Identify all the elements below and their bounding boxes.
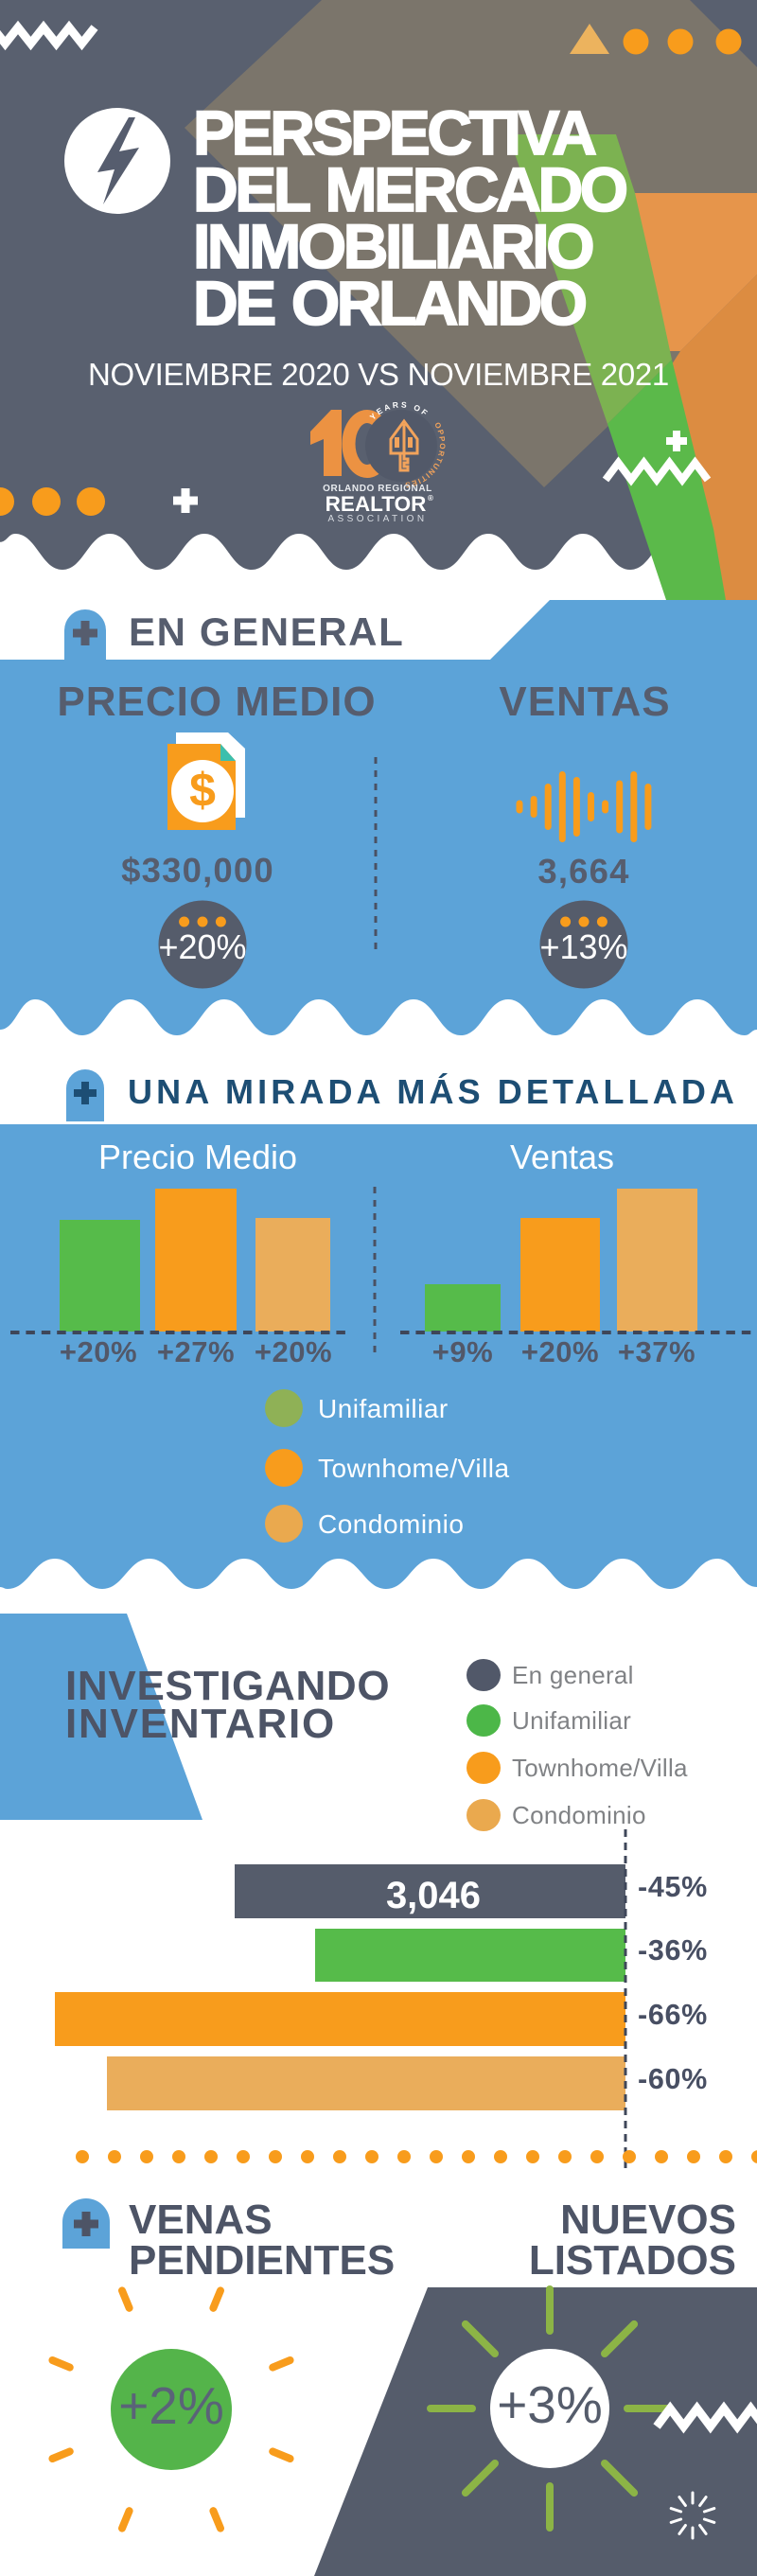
svg-text:3,664: 3,664 <box>537 852 629 891</box>
svg-text:PRECIO MEDIO: PRECIO MEDIO <box>57 679 376 725</box>
svg-text:+2%: +2% <box>118 2376 224 2435</box>
svg-text:$330,000: $330,000 <box>121 851 274 890</box>
svg-text:LISTADOS: LISTADOS <box>529 2237 736 2284</box>
svg-text:+27%: +27% <box>157 1335 235 1368</box>
svg-text:PENDIENTES: PENDIENTES <box>129 2237 395 2284</box>
svg-text:-45%: -45% <box>638 1871 708 1903</box>
svg-text:Precio Medio: Precio Medio <box>98 1138 297 1176</box>
svg-text:+20%: +20% <box>60 1335 137 1368</box>
svg-text:INMOBILIARIO: INMOBILIARIO <box>193 211 592 281</box>
svg-text:3,046: 3,046 <box>386 1875 481 1916</box>
svg-text:VENTAS: VENTAS <box>499 679 670 725</box>
svg-text:-36%: -36% <box>638 1934 708 1967</box>
svg-text:Unifamiliar: Unifamiliar <box>512 1706 631 1735</box>
svg-text:Condominio: Condominio <box>512 1801 646 1829</box>
svg-text:+20%: +20% <box>158 927 246 966</box>
svg-text:+37%: +37% <box>618 1335 695 1368</box>
svg-text:+20%: +20% <box>255 1335 332 1368</box>
svg-text:En general: En general <box>512 1661 634 1689</box>
svg-text:NOVIEMBRE 2020 VS NOVIEMBRE 20: NOVIEMBRE 2020 VS NOVIEMBRE 2021 <box>88 357 669 392</box>
svg-text:+13%: +13% <box>539 927 627 966</box>
svg-text:VENAS: VENAS <box>129 2197 273 2243</box>
svg-text:®: ® <box>428 494 433 503</box>
svg-text:NUEVOS: NUEVOS <box>560 2197 736 2243</box>
svg-text:$: $ <box>189 764 216 817</box>
svg-text:+3%: +3% <box>497 2375 603 2434</box>
svg-text:-66%: -66% <box>638 1999 708 2031</box>
svg-text:Unifamiliar: Unifamiliar <box>318 1394 449 1423</box>
svg-text:ORLANDO REGIONAL: ORLANDO REGIONAL <box>323 484 432 494</box>
svg-text:EN GENERAL: EN GENERAL <box>129 609 404 654</box>
svg-text:INVESTIGANDO: INVESTIGANDO <box>65 1663 390 1709</box>
svg-text:+20%: +20% <box>521 1335 599 1368</box>
svg-text:Condominio: Condominio <box>318 1509 464 1539</box>
svg-text:-60%: -60% <box>638 2063 708 2095</box>
svg-text:ASSOCIATION: ASSOCIATION <box>327 514 427 524</box>
svg-text:REALTOR: REALTOR <box>326 492 427 516</box>
svg-text:INVENTARIO: INVENTARIO <box>65 1701 336 1747</box>
svg-text:Townhome/Villa: Townhome/Villa <box>318 1454 510 1483</box>
svg-text:PERSPECTIVA: PERSPECTIVA <box>193 97 595 168</box>
svg-text:+9%: +9% <box>432 1335 493 1368</box>
svg-text:DE ORLANDO: DE ORLANDO <box>193 268 586 338</box>
svg-text:DEL MERCADO: DEL MERCADO <box>193 154 626 224</box>
svg-text:Townhome/Villa: Townhome/Villa <box>512 1754 688 1782</box>
svg-text:Ventas: Ventas <box>510 1138 614 1176</box>
svg-text:UNA MIRADA MÁS DETALLADA: UNA MIRADA MÁS DETALLADA <box>128 1072 738 1111</box>
